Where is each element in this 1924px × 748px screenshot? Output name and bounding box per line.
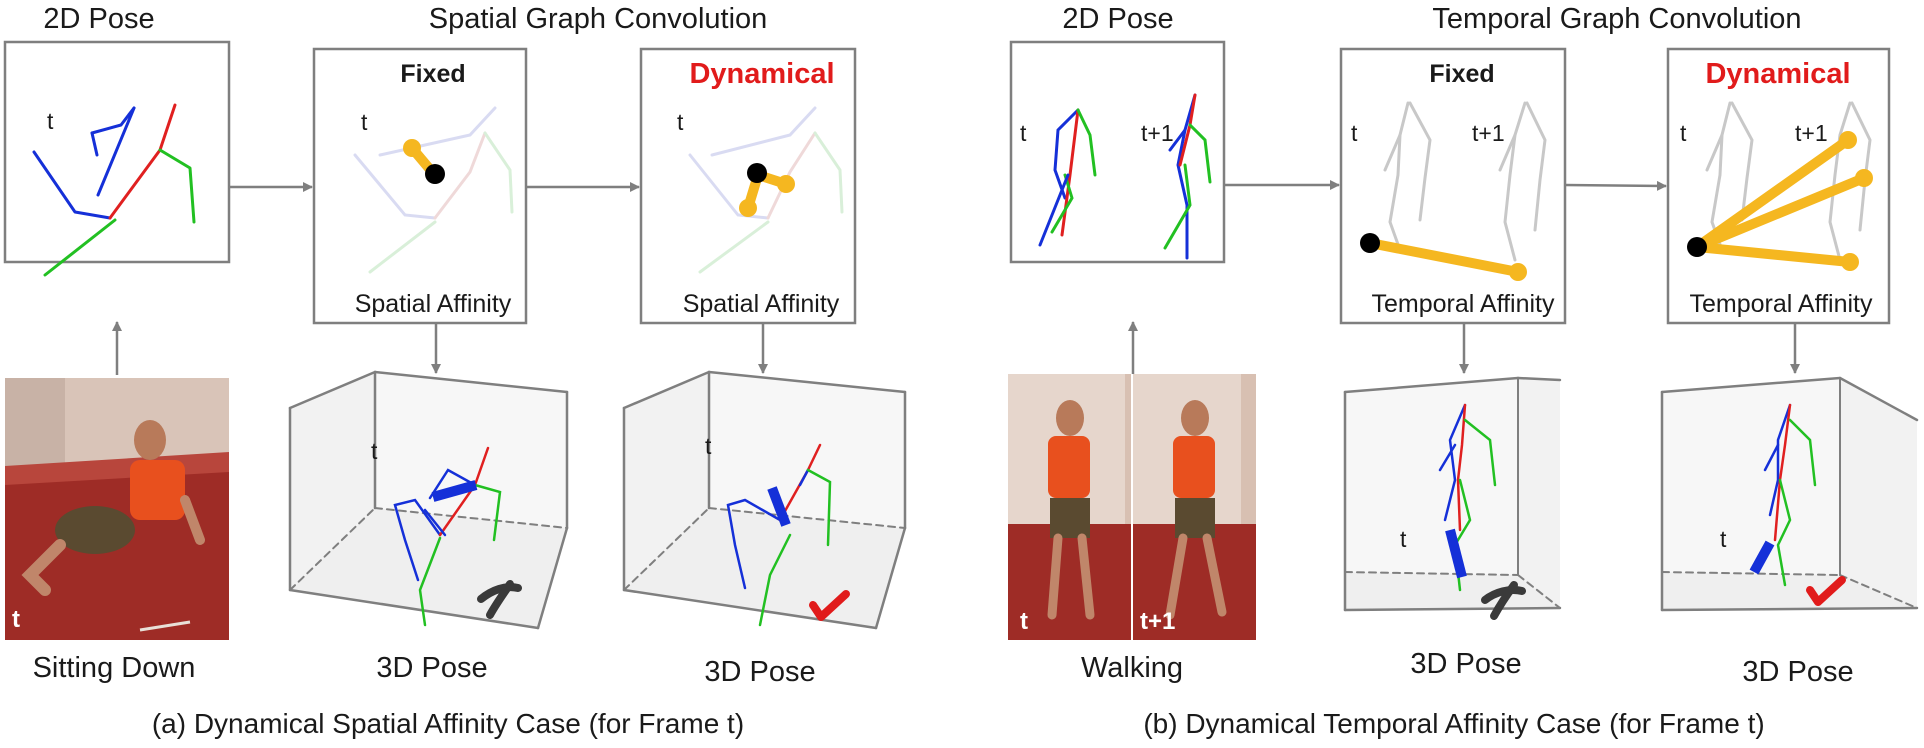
fixed-spatial-box: [312, 47, 528, 325]
fixed-label-a: Fixed: [400, 60, 466, 88]
photo-frame-label-a: t: [12, 606, 20, 633]
check-mark-icon: [809, 590, 850, 621]
pose3d-label-fixed-a: 3D Pose: [376, 652, 488, 684]
skeleton-3d-dyn-b: [1763, 403, 1817, 587]
frame-tick-dyn-a: t: [677, 109, 684, 135]
temporal-affinity-label-fixed: Temporal Affinity: [1371, 290, 1555, 318]
right-bone-dyn-a: [767, 486, 791, 527]
frame-tick-3d-dyn-a: t: [705, 433, 712, 459]
dynamical-spatial-box: [639, 47, 857, 325]
frame-tick-dyn-b: t: [1680, 120, 1687, 146]
pose3d-box-dyn-a: [622, 370, 907, 630]
photo-frame-label-b: t: [1020, 608, 1028, 635]
wrong-bone-fixed-b: [1445, 528, 1467, 579]
fixed-temporal-box: [1339, 47, 1567, 325]
right-bone-dyn-b: [1749, 540, 1775, 575]
check-mark-icon: [1806, 576, 1846, 606]
pose3d-box-fixed-a: [288, 370, 569, 630]
frame-tick-3d-dyn-b: t: [1720, 526, 1727, 552]
pose3d-label-fixed-b: 3D Pose: [1410, 648, 1522, 680]
frame-tick-2d-b: t: [1020, 120, 1027, 146]
frame-tick-3d-fixed-b: t: [1400, 526, 1407, 552]
skeleton-faded-fixed-a: [353, 106, 514, 274]
temporal-conv-title: Temporal Graph Convolution: [1432, 3, 1802, 35]
skeleton-2d-b-t: [1038, 108, 1097, 247]
affinity-fixed-temporal: [1360, 233, 1527, 281]
pose3d-label-dyn-a: 3D Pose: [704, 656, 816, 688]
action-label-a: Sitting Down: [32, 652, 196, 684]
spatial-conv-title: Spatial Graph Convolution: [428, 3, 768, 35]
skeleton-2d-b-t1: [1163, 93, 1212, 260]
skeleton-faded-dyn-b: [1705, 101, 1872, 262]
frame-tick-fixed-b-next: t+1: [1472, 120, 1505, 146]
frame-tick-2d-b-next: t+1: [1141, 120, 1174, 146]
temporal-affinity-label-dyn: Temporal Affinity: [1689, 290, 1873, 318]
caption-a: (a) Dynamical Spatial Affinity Case (for…: [151, 708, 745, 739]
skeleton-faded-dyn-a: [688, 106, 844, 274]
affinity-dynamical-spatial: [739, 163, 795, 217]
cross-mark-icon: [1481, 581, 1526, 620]
affinity-dynamical-temporal: [1687, 131, 1873, 271]
pose2d-title-b: 2D Pose: [1062, 3, 1174, 35]
dynamical-label-b: Dynamical: [1705, 58, 1851, 90]
arrow-b2: [1564, 180, 1667, 191]
cross-mark-icon: [477, 580, 522, 619]
spatial-affinity-label-dyn: Spatial Affinity: [682, 290, 840, 318]
photo-walking: [1008, 374, 1256, 640]
frame-tick-fixed-b: t: [1351, 120, 1358, 146]
frame-tick-2d-a: t: [47, 108, 54, 134]
frame-tick-fixed-a: t: [361, 109, 368, 135]
photo-sitting-down: [5, 378, 229, 640]
action-label-b: Walking: [1080, 652, 1184, 684]
frame-tick-dyn-b-next: t+1: [1795, 120, 1828, 146]
skeleton-2d-a: [32, 103, 196, 277]
skeleton-3d-fixed-a: [393, 446, 502, 627]
affinity-fixed-spatial: [403, 139, 445, 184]
dynamical-label-a: Dynamical: [689, 58, 835, 90]
wrong-bone-fixed-a: [431, 480, 478, 502]
photo-frame-label-b-next: t+1: [1140, 608, 1176, 635]
pose2d-box-b: [1009, 40, 1226, 264]
skeleton-faded-fixed-b: [1383, 101, 1547, 262]
fixed-label-b: Fixed: [1429, 60, 1495, 88]
spatial-affinity-label-fixed: Spatial Affinity: [354, 290, 512, 318]
frame-tick-3d-fixed-a: t: [371, 438, 378, 464]
pose2d-title-a: 2D Pose: [43, 3, 155, 35]
caption-b: (b) Dynamical Temporal Affinity Case (fo…: [1143, 708, 1765, 739]
pose3d-label-dyn-b: 3D Pose: [1742, 656, 1854, 688]
